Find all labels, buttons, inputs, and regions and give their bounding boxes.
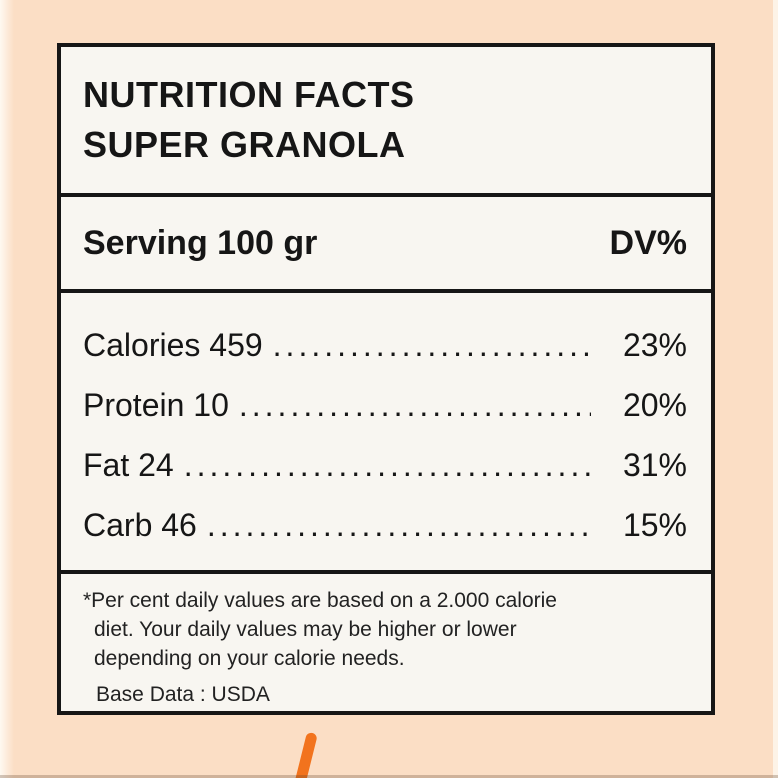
nutrient-dv-value: 20% bbox=[622, 387, 687, 423]
nutrient-label: Calories 459 bbox=[83, 327, 263, 363]
nutrient-table: Calories 459 ...........................… bbox=[61, 293, 711, 574]
table-row-protein: Protein 10 .............................… bbox=[83, 375, 687, 435]
nutrient-label: Carb 46 bbox=[83, 507, 197, 543]
dot-leader: ........................................… bbox=[238, 387, 591, 423]
table-row-fat: Fat 24 .................................… bbox=[83, 435, 687, 495]
table-row-calories: Calories 459 ...........................… bbox=[83, 315, 687, 375]
nutrient-label: Fat 24 bbox=[83, 447, 174, 483]
title-line-1: NUTRITION FACTS bbox=[83, 74, 415, 115]
nutrient-dv-value: 15% bbox=[622, 507, 687, 543]
dot-leader: ........................................… bbox=[206, 507, 591, 543]
serving-size-label: Serving 100 gr bbox=[83, 223, 318, 262]
base-data-source: Base Data : USDA bbox=[96, 683, 270, 706]
table-row-carb: Carb 46 ................................… bbox=[83, 495, 687, 555]
left-edge-highlight bbox=[0, 0, 14, 778]
title-line-2: SUPER GRANOLA bbox=[83, 124, 406, 165]
right-edge-highlight bbox=[773, 0, 778, 778]
footnote-line-1: *Per cent daily values are based on a 2.… bbox=[83, 589, 557, 612]
dv-column-header: DV% bbox=[609, 223, 687, 262]
serving-row: Serving 100 gr DV% bbox=[61, 197, 711, 293]
label-header: NUTRITION FACTS SUPER GRANOLA bbox=[61, 47, 711, 197]
nutrient-dv-value: 23% bbox=[622, 327, 687, 363]
footnote-line-3: depending on your calorie needs. bbox=[94, 647, 405, 670]
orange-pointer-line bbox=[286, 731, 318, 778]
nutrient-label: Protein 10 bbox=[83, 387, 229, 423]
footnote-line-2: diet. Your daily values may be higher or… bbox=[94, 618, 517, 641]
nutrient-dv-value: 31% bbox=[622, 447, 687, 483]
nutrition-label: NUTRITION FACTS SUPER GRANOLA Serving 10… bbox=[57, 43, 715, 715]
dot-leader: ........................................… bbox=[272, 327, 591, 363]
dot-leader: ........................................… bbox=[183, 447, 591, 483]
footnote: *Per cent daily values are based on a 2.… bbox=[61, 574, 711, 711]
